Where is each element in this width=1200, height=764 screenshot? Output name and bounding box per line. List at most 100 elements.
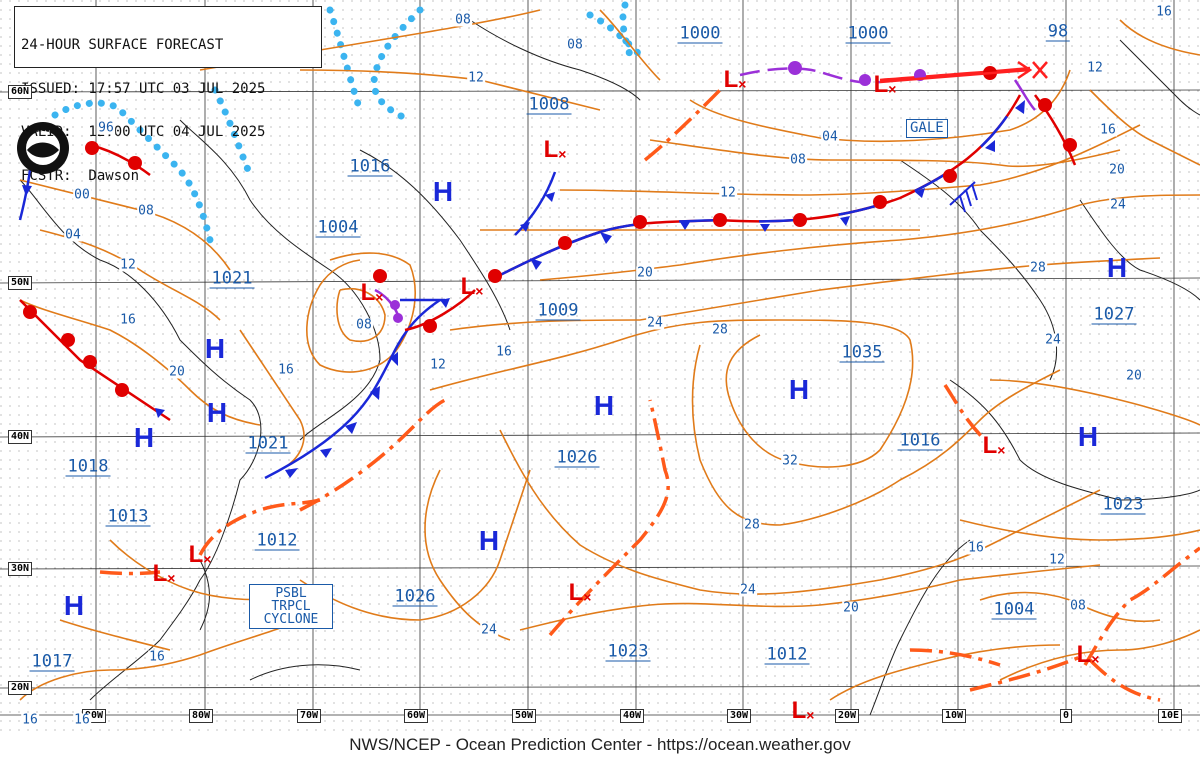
isobar-label: 24 [739, 582, 757, 598]
svg-text:NOAA: NOAA [34, 131, 51, 137]
gale-wind-barb [949, 181, 978, 213]
pressure-label: 1013 [105, 506, 151, 527]
forecaster: FCSTR: Dawson [21, 167, 140, 184]
gale-warning-label: GALE [906, 119, 948, 138]
warm-front-symbols [23, 66, 1077, 397]
isobar-label: 12 [1086, 60, 1104, 76]
high-center-iberia: H [1077, 421, 1099, 452]
valid-time: VALID: 12:00 UTC 04 JUL 2025 [21, 124, 266, 140]
pressure-label: 1026 [554, 447, 600, 468]
isobar-label: 16 [967, 540, 985, 556]
isobar-label: 20 [842, 600, 860, 616]
high-center-ohio: H [206, 397, 228, 428]
pressure-label: 1004 [315, 217, 361, 238]
isobar-label: 28 [711, 322, 729, 338]
isobar-label: 16 [1155, 4, 1173, 20]
pressure-label: 1035 [839, 342, 885, 363]
lon-label-60w: 60W [404, 709, 429, 723]
high-center-europe: H [1106, 252, 1128, 283]
isobar-label: 08 [1069, 598, 1087, 614]
isobar-label: 16 [1099, 122, 1117, 138]
pressure-label: 1027 [1091, 304, 1137, 325]
low-center-newfoundland: L× [460, 273, 484, 300]
pressure-label: 1021 [245, 433, 291, 454]
high-center-hudson: H [432, 176, 454, 207]
lon-label-70w: 70W [297, 709, 322, 723]
low-symbol: L [360, 279, 376, 306]
low-center-mid-atl: L× [568, 579, 592, 606]
pressure-label: 1023 [1100, 494, 1146, 515]
isobar-label: 16 [495, 344, 513, 360]
possible-tropical-cyclone-label: PSBL TRPCL CYCLONE [249, 584, 333, 629]
isobar-label: 12 [429, 357, 447, 373]
low-center-georgia: L× [188, 541, 212, 568]
isobar-label: 12 [719, 185, 737, 201]
isobar-label: 28 [743, 517, 761, 533]
ice-edge [51, 1, 644, 244]
isobar-label: 08 [454, 12, 472, 28]
high-center-azores: H [788, 374, 810, 405]
lat-label-30n: 30N [8, 562, 33, 576]
isobar-label: 00 [73, 187, 91, 203]
high-center-great-lakes: H [204, 333, 226, 364]
isobar-label: 16 [148, 649, 166, 665]
pressure-label: 1017 [29, 651, 75, 672]
high-center-central-atl: H [593, 390, 615, 421]
low-symbol: L [188, 541, 204, 568]
isobar-label: 04 [64, 227, 82, 243]
forecast-info-box: 24-HOUR SURFACE FORECAST ISSUED: 17:57 U… [14, 6, 322, 183]
low-center-iceland-e: L× [873, 71, 897, 98]
high-center-west-atl: H [478, 525, 500, 556]
cyclone-label-line1: PSBL [275, 586, 307, 601]
isobar-label: 32 [781, 453, 799, 469]
isobar-label: 12 [119, 257, 137, 273]
low-center-gulf-stlawrence: L× [360, 279, 384, 306]
low-center-iceland-w: L× [723, 66, 747, 93]
isobar-label: 12 [467, 70, 485, 86]
isobar-label: 04 [821, 129, 839, 145]
cyclone-label-line2: TRPCL [271, 599, 311, 614]
lat-label-40n: 40N [8, 430, 33, 444]
lon-label-50w: 50W [512, 709, 537, 723]
pressure-label: 1026 [392, 586, 438, 607]
graticule [0, 0, 1200, 716]
lon-label-20w: 20W [835, 709, 860, 723]
isobar-label: 08 [789, 152, 807, 168]
pressure-label: 1023 [605, 641, 651, 662]
cyclone-label-line3: CYCLONE [263, 612, 319, 627]
isobar-label: 20 [636, 265, 654, 281]
isobar-label: 20 [1108, 162, 1126, 178]
storm-track-arrow [879, 60, 1048, 84]
isobar-label: 16 [73, 712, 91, 728]
lon-label-80w: 80W [189, 709, 214, 723]
pressure-label: 1008 [526, 94, 572, 115]
isobar-label: 24 [480, 622, 498, 638]
noaa-logo: NOAA [17, 122, 69, 174]
low-symbol: L [460, 273, 476, 300]
forecast-title: 24-HOUR SURFACE FORECAST [21, 37, 224, 53]
isobar-label: 08 [355, 317, 373, 333]
pressure-label: 1012 [254, 530, 300, 551]
lat-label-20n: 20N [8, 681, 33, 695]
lon-label-40w: 40W [620, 709, 645, 723]
lon-label-10w: 10W [942, 709, 967, 723]
isobar-label: 12 [1048, 552, 1066, 568]
low-center-portugal: L× [982, 432, 1006, 459]
isobar-label: 16 [277, 362, 295, 378]
low-symbol: L [982, 432, 998, 459]
footer-credit: NWS/NCEP - Ocean Prediction Center - htt… [349, 735, 851, 754]
pressure-label: 1009 [535, 300, 581, 321]
troughs [99, 88, 1200, 702]
pressure-label: 98 [1045, 21, 1071, 42]
isobar-label: 28 [1029, 260, 1047, 276]
isobar-label: 16 [21, 712, 39, 728]
lat-label-50n: 50N [8, 276, 33, 290]
isobar-label: 24 [1109, 197, 1127, 213]
isobar-label: 16 [119, 312, 137, 328]
cold-front-symbols [22, 100, 1025, 478]
pressure-label: 1016 [347, 156, 393, 177]
coastlines [19, 19, 1200, 716]
low-symbol: L [568, 579, 584, 606]
